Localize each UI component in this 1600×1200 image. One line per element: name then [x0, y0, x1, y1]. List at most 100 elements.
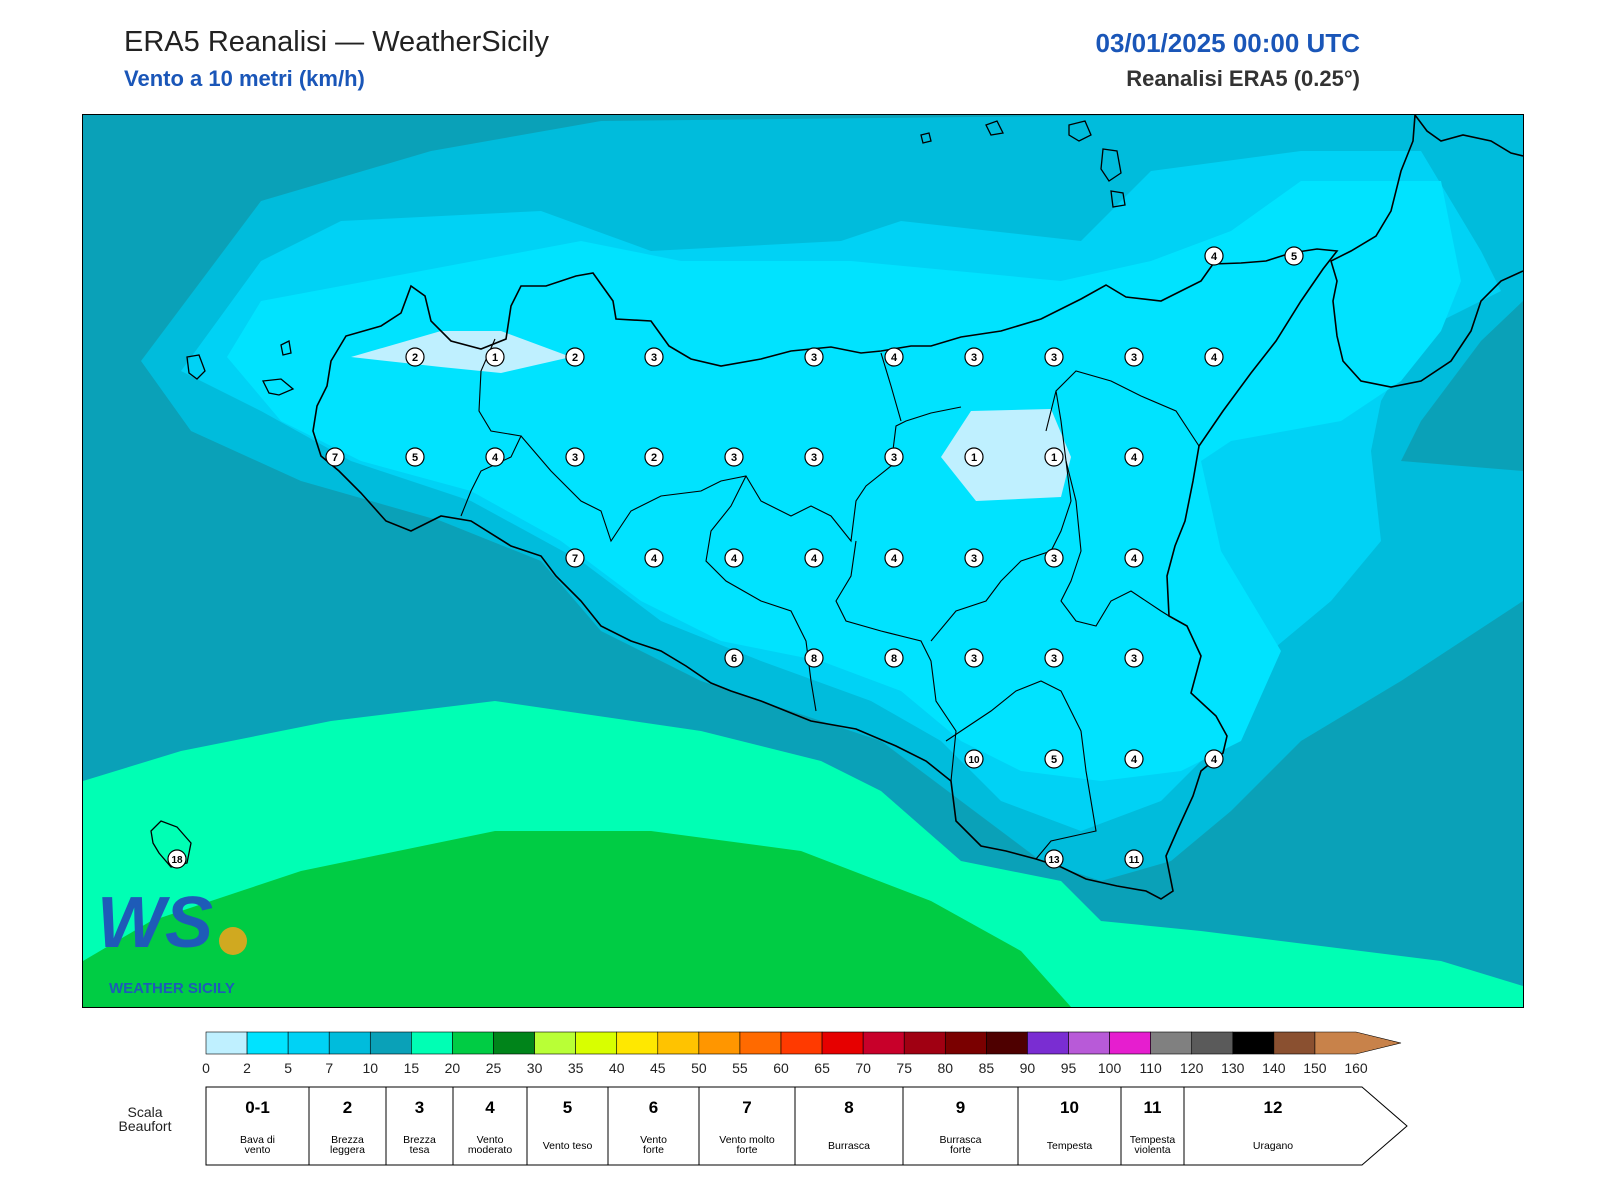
colorbar-cell [780, 1031, 823, 1055]
colorbar-tick-label: 160 [1344, 1060, 1368, 1076]
station-value: 3 [811, 452, 817, 464]
station-marker: 4 [1204, 749, 1224, 769]
station-value: 4 [1131, 553, 1138, 565]
wind-colorbar: 0 2 5 7 10 15 20 25 30 35 40 45 50 55 60 65 70 75 80 85 90 95… [202, 1031, 1402, 1076]
colorbar-cell [205, 1031, 248, 1055]
station-value: 3 [971, 653, 977, 665]
beaufort-number: 7 [742, 1098, 751, 1117]
wind-band-0-2-west [351, 331, 571, 373]
station-marker: 10 [964, 749, 984, 769]
station-value: 3 [1051, 553, 1057, 565]
station-value: 11 [1129, 855, 1140, 866]
wind-band-20-25 [83, 831, 1071, 1007]
colorbar-tick-label: 25 [486, 1060, 502, 1076]
colorbar-cell [493, 1031, 535, 1055]
colorbar-cell [452, 1031, 494, 1055]
station-markers: 2 1 2 3 3 4 3 3 3 44 57 5 4 3 2 3 3 3 1 1 47 4 4 4 4 3 3 46 8 8 3 3 310 5… [167, 246, 1304, 869]
wind-map: 2 1 2 3 3 4 3 3 3 4 4 5 7 5 4 3 2 3 3 3 1 1 4 7 4 4 4 4 3 3 4 6 8 8 3 3 3 10 5… [82, 114, 1524, 1008]
beaufort-number: 6 [649, 1098, 658, 1117]
station-value: 1 [492, 352, 498, 364]
station-value: 5 [1291, 251, 1297, 263]
station-marker: 3 [565, 447, 585, 467]
station-marker: 3 [1124, 347, 1144, 367]
wind-band-2-5 [227, 181, 1461, 781]
station-marker: 3 [724, 447, 744, 467]
ustica-island [186, 354, 206, 380]
beaufort-description: Vento [640, 1134, 667, 1146]
station-marker: 4 [804, 548, 824, 568]
colorbar-tick-label: 130 [1221, 1060, 1245, 1076]
station-value: 4 [891, 553, 898, 565]
station-marker: 3 [964, 548, 984, 568]
station-marker: 4 [884, 347, 904, 367]
weathersicily-logo: WS WEATHER SICILY [97, 883, 247, 997]
colorbar-cell [1273, 1031, 1316, 1055]
station-value: 3 [651, 352, 657, 364]
station-marker: 5 [405, 447, 425, 467]
station-marker: 1 [1044, 447, 1064, 467]
colorbar-tick-label: 65 [814, 1060, 830, 1076]
station-value: 4 [731, 553, 738, 565]
station-value: 4 [1131, 452, 1138, 464]
colorbar-tick-label: 110 [1139, 1060, 1162, 1076]
beaufort-description: Vento [477, 1134, 504, 1146]
station-value: 4 [492, 452, 499, 464]
beaufort-cell: 8 Burrasca [794, 1086, 904, 1166]
colorbar-cell [1027, 1031, 1069, 1055]
colorbar-tick-label: 55 [732, 1060, 748, 1076]
colorbar-tick-label: 120 [1180, 1060, 1204, 1076]
data-source: Reanalisi ERA5 (0.25°) [1126, 66, 1360, 91]
beaufort-description: forte [643, 1144, 664, 1156]
station-value: 7 [332, 452, 338, 464]
station-marker: 7 [565, 548, 585, 568]
beaufort-description: Tempesta [1130, 1134, 1176, 1146]
colorbar-cell [1232, 1031, 1275, 1055]
station-value: 3 [572, 452, 578, 464]
beaufort-description: leggera [330, 1144, 365, 1156]
calabria-coastline [1330, 115, 1523, 388]
beaufort-description: tesa [410, 1144, 430, 1156]
station-marker: 3 [964, 648, 984, 668]
colorbar-cell [1150, 1031, 1193, 1055]
colorbar-tick-label: 20 [445, 1060, 461, 1076]
station-value: 13 [1048, 855, 1060, 866]
station-marker: 4 [1124, 548, 1144, 568]
valid-datetime: 03/01/2025 00:00 UTC [1095, 28, 1360, 58]
station-value: 3 [811, 352, 817, 364]
colorbar-tick-label: 150 [1303, 1060, 1327, 1076]
station-marker: 11 [1124, 849, 1144, 869]
beaufort-number: 8 [844, 1098, 853, 1117]
station-marker: 8 [804, 648, 824, 668]
colorbar-cell [862, 1031, 905, 1055]
beaufort-number: 0-1 [245, 1098, 270, 1117]
svg-text:WS: WS [97, 883, 213, 963]
station-marker: 3 [1044, 548, 1064, 568]
egadi-islands [262, 340, 295, 396]
station-marker: 4 [1124, 447, 1144, 467]
station-value: 10 [968, 755, 980, 766]
station-value: 3 [971, 553, 977, 565]
beaufort-description: vento [245, 1144, 271, 1156]
station-value: 2 [651, 452, 657, 464]
colorbar-cell [1191, 1031, 1234, 1055]
station-value: 3 [1051, 352, 1057, 364]
station-value: 3 [1051, 653, 1057, 665]
station-value: 4 [811, 553, 818, 565]
beaufort-description: moderato [468, 1144, 513, 1156]
station-value: 4 [1211, 754, 1218, 766]
station-value: 4 [1211, 352, 1218, 364]
beaufort-number: 2 [343, 1098, 352, 1117]
colorbar-cell [821, 1031, 864, 1055]
beaufort-description: forte [736, 1144, 757, 1156]
beaufort-description: Vento molto [719, 1134, 775, 1146]
station-marker: 4 [724, 548, 744, 568]
station-marker: 4 [884, 548, 904, 568]
station-value: 3 [1131, 352, 1137, 364]
pantelleria-island [150, 820, 192, 868]
station-marker: 3 [644, 347, 664, 367]
beaufort-number: 10 [1060, 1098, 1079, 1117]
colorbar-cell [1109, 1031, 1151, 1055]
